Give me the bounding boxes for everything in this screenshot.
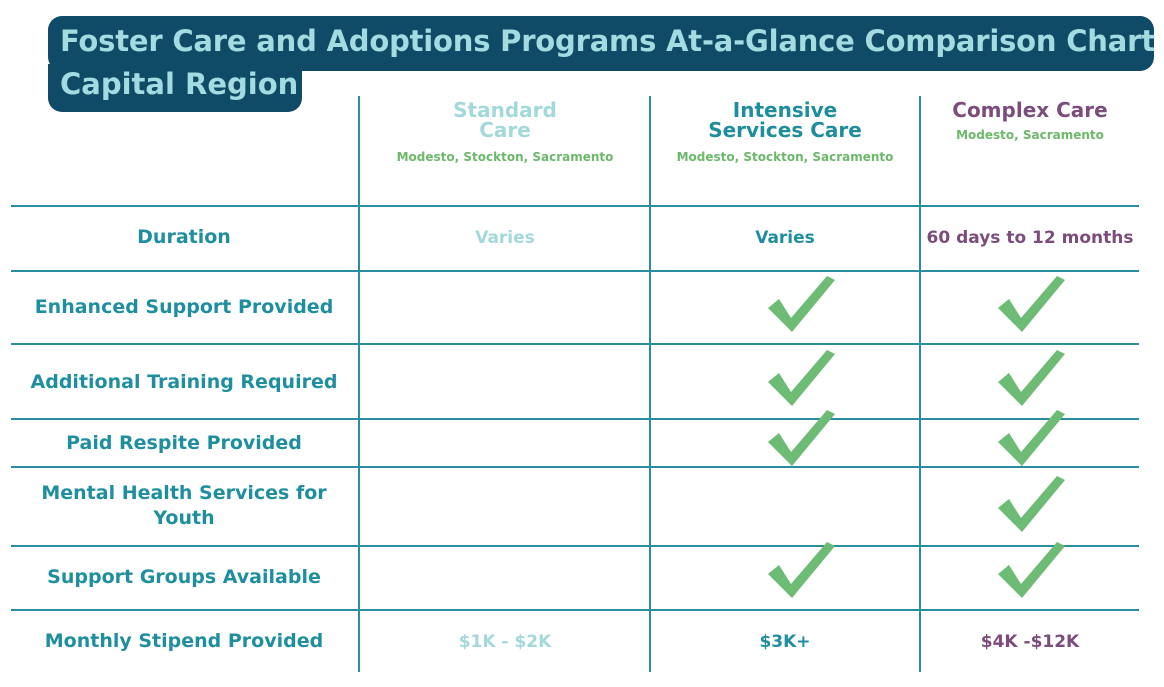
row-label-monthly-stipend: Monthly Stipend Provided [44, 630, 324, 652]
row-label-duration: Duration [137, 226, 231, 248]
grid-hline [11, 343, 1139, 345]
cell-stipend-complex: $4K -$12K [980, 632, 1080, 652]
row-label-paid-respite: Paid Respite Provided [66, 432, 302, 454]
column-locations: Modesto, Stockton, Sacramento [676, 150, 894, 164]
column-locations: Modesto, Sacramento [956, 128, 1104, 142]
grid-hline [11, 270, 1139, 272]
row-label-line: Mental Health Services for [41, 482, 327, 504]
checkmark-icon [995, 474, 1067, 534]
column-header-standard-care: Standard Care Modesto, Stockton, Sacrame… [360, 100, 650, 164]
checkmark-icon [765, 540, 837, 600]
grid-hline [11, 609, 1139, 611]
page-title: Foster Care and Adoptions Programs At-a-… [60, 24, 1155, 58]
checkmark-icon [765, 348, 837, 408]
column-name: Complex Care [952, 98, 1108, 122]
grid-vline-3 [919, 96, 921, 672]
cell-duration-standard: Varies [475, 228, 535, 248]
checkmark-icon [995, 408, 1067, 468]
column-name: Standard [453, 98, 557, 122]
row-label-additional-training: Additional Training Required [30, 371, 338, 393]
column-locations: Modesto, Stockton, Sacramento [396, 150, 614, 164]
row-label-line: Youth [153, 507, 215, 529]
grid-hline [11, 418, 1139, 420]
column-header-complex-care: Complex Care Modesto, Sacramento [921, 100, 1139, 142]
column-name: Intensive [732, 98, 838, 122]
column-name: Services Care [708, 118, 862, 142]
title-banner-tab [48, 64, 302, 112]
column-name: Care [479, 118, 531, 142]
cell-duration-intensive: Varies [755, 228, 815, 248]
checkmark-icon [765, 408, 837, 468]
grid-vline-2 [649, 96, 651, 672]
row-label-mental-health: Mental Health Services for Youth [12, 481, 356, 531]
grid-hline [11, 545, 1139, 547]
title-banner [48, 16, 1154, 71]
grid-hline [11, 466, 1139, 468]
checkmark-icon [995, 348, 1067, 408]
grid-vline-1 [358, 96, 360, 672]
checkmark-icon [995, 540, 1067, 600]
cell-stipend-standard: $1K - $2K [458, 632, 552, 652]
column-header-intensive-services-care: Intensive Services Care Modesto, Stockto… [651, 100, 919, 164]
row-label-enhanced-support: Enhanced Support Provided [34, 296, 334, 318]
checkmark-icon [995, 274, 1067, 334]
cell-stipend-intensive: $3K+ [759, 632, 811, 652]
checkmark-icon [765, 274, 837, 334]
row-label-support-groups: Support Groups Available [47, 566, 321, 588]
grid-hline [11, 205, 1139, 207]
page-subtitle-region: Capital Region [60, 67, 299, 101]
cell-duration-complex: 60 days to 12 months [926, 228, 1134, 248]
